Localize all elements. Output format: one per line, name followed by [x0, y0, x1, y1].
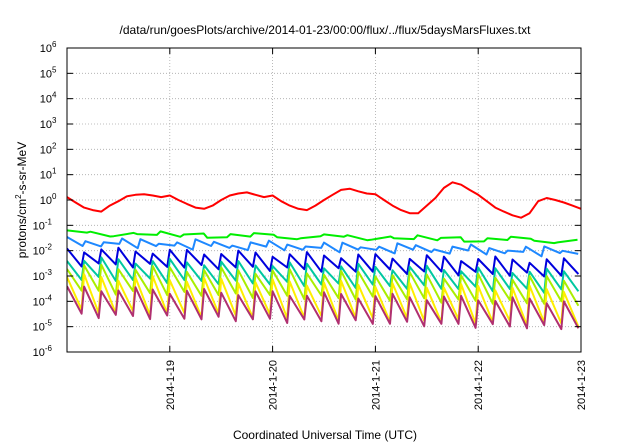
y-tick-label-exp: -1 [45, 217, 53, 226]
y-tick-label-base: 10 [33, 347, 45, 359]
x-axis: 2014-1-19 2014-1-20 2014-1-21 2014-1-22 2014… [165, 48, 588, 410]
x-tick-label: 2014-1-20 [268, 360, 280, 410]
y-tick-label-base: 10 [33, 271, 45, 283]
y-tick-label-base: 10 [40, 195, 52, 207]
y-tick-label: 105 [40, 65, 57, 80]
y-tick-label-base: 10 [40, 43, 52, 55]
series-line [67, 285, 580, 331]
y-tick-label-exp: 1 [52, 167, 57, 176]
series-line [67, 256, 580, 294]
y-tick-label-base: 10 [33, 246, 45, 258]
x-tick-label: 2014-1-19 [165, 360, 177, 410]
y-tick-label-exp: 5 [52, 65, 57, 74]
y-tick-label-exp: 4 [52, 91, 57, 100]
y-tick-label-base: 10 [40, 119, 52, 131]
y-axis-title: protons/cm2-s-sr-MeV [14, 142, 29, 258]
x-tick-label: 2014-1-21 [370, 360, 382, 410]
x-tick-label: 2014-1-22 [473, 360, 485, 410]
y-tick-label-exp: -4 [45, 293, 53, 302]
y-tick-label-exp: 3 [52, 116, 57, 125]
y-axis-title-sup: 2 [14, 194, 23, 199]
series-line [67, 263, 580, 307]
y-tick-label: 10-5 [33, 319, 53, 334]
y-tick-label-exp: -3 [45, 268, 53, 277]
y-tick-label: 10-6 [33, 344, 53, 359]
x-axis-title: Coordinated Universal Time (UTC) [233, 428, 417, 442]
y-tick-label-exp: -6 [45, 344, 53, 353]
y-tick-label: 10-2 [33, 243, 53, 258]
series-line [67, 246, 580, 278]
y-tick-label-base: 10 [40, 170, 52, 182]
y-tick-label-exp: -2 [45, 243, 53, 252]
y-tick-label-base: 10 [40, 144, 52, 156]
y-axis-title-base: protons/cm [15, 199, 29, 258]
y-tick-label: 103 [40, 116, 57, 131]
y-tick-label: 100 [40, 192, 57, 207]
y-tick-label: 104 [40, 91, 57, 106]
y-tick-label: 106 [40, 40, 57, 55]
y-tick-label-exp: -5 [45, 319, 53, 328]
y-axis-title-rest: -s-sr-MeV [15, 142, 29, 195]
series-line [67, 181, 581, 219]
series-line [67, 229, 578, 245]
y-tick-label-base: 10 [40, 94, 52, 106]
y-tick-label: 10-1 [33, 217, 53, 232]
y-tick-label-base: 10 [33, 322, 45, 334]
y-tick-label-exp: 0 [52, 192, 57, 201]
y-tick-label-exp: 6 [52, 40, 57, 49]
y-tick-label-base: 10 [33, 220, 45, 232]
y-tick-label-base: 10 [33, 296, 45, 308]
y-tick-label: 10-4 [33, 293, 53, 308]
x-tick-label: 2014-1-23 [576, 360, 588, 410]
y-tick-label: 10-3 [33, 268, 53, 283]
series-layer [67, 181, 581, 331]
y-tick-label-exp: 2 [52, 141, 57, 150]
y-tick-label: 102 [40, 141, 57, 156]
y-axis: 10-610-510-410-310-210-11001011021031041… [33, 40, 581, 359]
chart-title: /data/run/goesPlots/archive/2014-01-23/0… [120, 23, 532, 37]
y-tick-label: 101 [40, 167, 57, 182]
series-line [67, 236, 579, 258]
y-tick-label-base: 10 [40, 68, 52, 80]
